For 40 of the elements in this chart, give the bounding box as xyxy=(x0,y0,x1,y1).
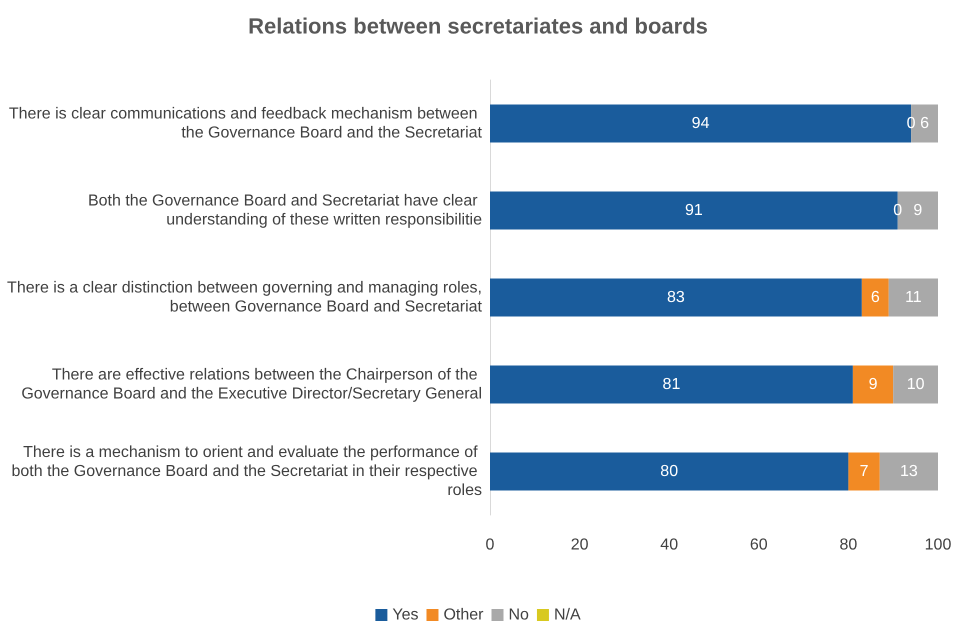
bar xyxy=(490,366,853,404)
chart-title: Relations between secretariates and boards xyxy=(248,14,708,38)
data-label: 80 xyxy=(660,463,678,480)
x-tick-label: 40 xyxy=(660,536,678,554)
data-label: 7 xyxy=(860,463,869,480)
y-tick-label: Both the Governance Board and Secretariat have clear understanding of these written responsibilitie xyxy=(88,192,482,228)
x-tick-label: 20 xyxy=(570,536,589,554)
y-tick-label: There are effective relations between the Chairperson of the Governance Board and the Executive Director/Secretary General xyxy=(21,366,482,402)
bar xyxy=(862,278,889,316)
x-tick-label: 0 xyxy=(486,536,495,554)
bar xyxy=(880,452,938,490)
y-tick-label: There is a clear distinction between governing and managing roles, between Governance Board and Secretariat xyxy=(7,280,483,316)
legend-label: No xyxy=(508,606,530,624)
legend-label: Other xyxy=(443,606,484,624)
bar xyxy=(848,452,880,490)
data-label: 6 xyxy=(920,115,930,132)
data-label: 83 xyxy=(667,289,685,306)
y-tick-label: There is clear communications and feedback mechanism between the Governance Board and the Secretariat xyxy=(8,106,483,142)
legend-label: Yes xyxy=(392,606,418,624)
y-tick-label: There is a mechanism to orient and evaluate the performance of both the Governance Board and the Secretariat in their respective roles xyxy=(12,444,482,499)
data-label: 6 xyxy=(870,289,880,306)
data-label: 91 xyxy=(684,202,703,219)
data-label: 9 xyxy=(913,202,922,219)
bar xyxy=(490,452,848,490)
data-label: 0 xyxy=(906,115,916,132)
data-label: 13 xyxy=(900,463,918,480)
bar xyxy=(852,366,894,404)
data-label: 94 xyxy=(692,115,710,132)
x-tick-label: 100 xyxy=(924,536,952,554)
legend-label: N/A xyxy=(554,606,581,624)
data-label: 11 xyxy=(905,289,922,306)
data-label: 81 xyxy=(662,376,680,393)
x-tick-label: 60 xyxy=(750,536,768,554)
x-tick-label: 80 xyxy=(840,536,858,554)
bar xyxy=(893,366,938,404)
data-label: 0 xyxy=(893,202,902,219)
bar xyxy=(490,278,862,316)
data-label: 10 xyxy=(906,376,925,393)
data-label: 9 xyxy=(868,376,878,393)
bar xyxy=(888,278,938,316)
